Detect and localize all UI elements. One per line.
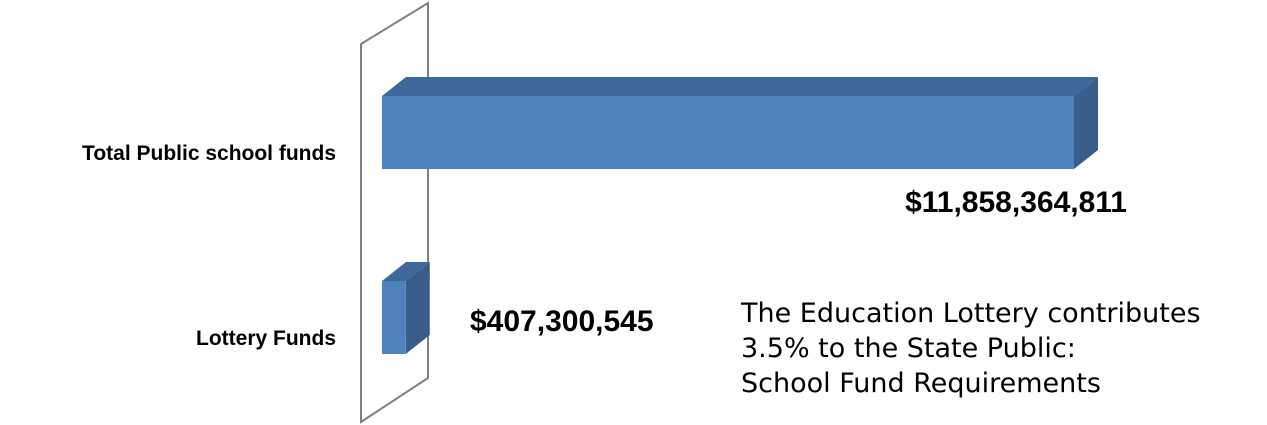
bar-lottery-funds-front xyxy=(382,281,406,354)
bar-total-public-school-funds-top xyxy=(382,77,1098,96)
bar-lottery-funds xyxy=(382,262,430,354)
annotation-text: The Education Lottery contributes 3.5% t… xyxy=(741,296,1261,401)
annotation-line-3: School Fund Requirements xyxy=(741,368,1101,399)
axis-wall xyxy=(360,1,429,424)
bar-total-public-school-funds xyxy=(382,77,1098,169)
bar-total-public-school-funds-front xyxy=(382,96,1074,169)
bar-lottery-funds-top xyxy=(382,262,430,281)
category-label-total-public-school-funds: Total Public school funds xyxy=(82,142,336,165)
category-label-lottery-funds: Lottery Funds xyxy=(196,327,336,350)
bar-lottery-funds-side xyxy=(405,262,430,354)
bar-total-public-school-funds-side xyxy=(1074,77,1098,169)
annotation-line-2: 3.5% to the State Public: xyxy=(741,333,1076,364)
data-label-total-public-school-funds: $11,858,364,811 xyxy=(905,186,1127,219)
data-label-lottery-funds: $407,300,545 xyxy=(470,305,654,338)
annotation-line-1: The Education Lottery contributes xyxy=(741,298,1201,329)
